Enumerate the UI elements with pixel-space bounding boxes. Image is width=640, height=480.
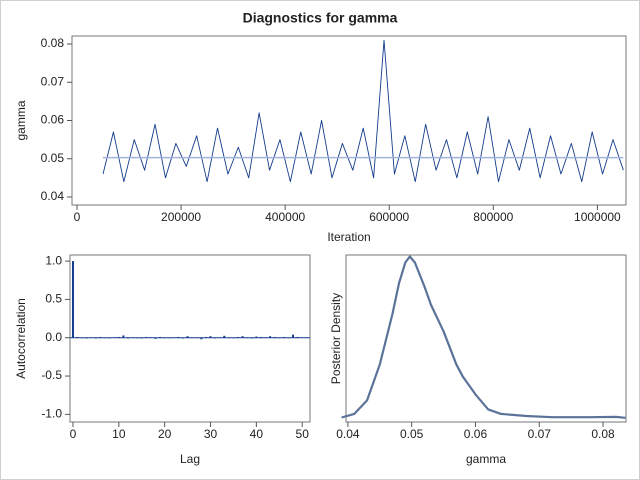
acf-bar [117, 336, 120, 338]
x-tick-label: 0.07 [528, 427, 552, 441]
acf-bar [81, 337, 84, 339]
y-axis-label: gamma [14, 100, 28, 140]
acf-bar [182, 337, 185, 339]
acf-bar [204, 336, 207, 338]
acf-bar [108, 337, 111, 339]
acf-bar [136, 337, 139, 339]
y-tick-label: 0.05 [41, 151, 65, 165]
acf-bar [172, 337, 175, 338]
acf-bar [99, 336, 102, 338]
acf-bar [76, 336, 79, 338]
acf-bar [168, 337, 171, 339]
y-tick-label: 0.0 [45, 330, 62, 344]
x-tick-label: 40 [250, 427, 264, 441]
acf-bar [250, 337, 253, 339]
x-tick-label: 800000 [473, 210, 513, 224]
acf-bar [131, 337, 134, 338]
acf-bar [90, 337, 93, 338]
acf-bar [104, 337, 107, 339]
x-tick-label: 0 [70, 427, 77, 441]
acf-bar [287, 337, 290, 339]
acf-bar [301, 337, 304, 338]
acf-bar [273, 336, 276, 338]
acf-bar [195, 337, 198, 338]
y-tick-label: 0.07 [41, 74, 65, 88]
x-axis-label: Iteration [327, 230, 370, 244]
acf-bar [113, 337, 116, 338]
y-tick-label: 0.08 [41, 36, 65, 50]
x-tick-label: 20 [158, 427, 172, 441]
y-tick-label: 0.5 [45, 292, 62, 306]
acf-bar [246, 337, 249, 339]
acf-bar [149, 337, 152, 338]
acf-bar [191, 337, 194, 339]
x-tick-label: 0.06 [464, 427, 488, 441]
y-tick-label: 0.04 [41, 189, 65, 203]
x-tick-label: 1000000 [574, 210, 621, 224]
acf-bar [292, 334, 295, 338]
plot-frame [345, 254, 627, 423]
plot-frame [69, 254, 311, 423]
acf-bar [227, 337, 230, 339]
x-tick-label: 50 [296, 427, 310, 441]
series-line [102, 39, 624, 183]
x-axis-label: gamma [466, 452, 506, 466]
acf-bar [218, 337, 221, 338]
x-tick-label: 0 [74, 210, 81, 224]
acf-bar [163, 337, 166, 339]
x-tick-label: 200000 [161, 210, 201, 224]
acf-bar [94, 337, 97, 339]
acf-bar [259, 336, 262, 338]
acf-bar [186, 336, 189, 338]
acf-bar [209, 336, 212, 338]
acf-bar [145, 336, 148, 338]
acf-bar [255, 336, 258, 338]
y-tick-label: -1.0 [41, 407, 62, 421]
x-tick-label: 10 [112, 427, 126, 441]
x-tick-label: 600000 [369, 210, 409, 224]
y-tick-label: -0.5 [41, 368, 62, 382]
acf-bar [140, 337, 143, 339]
acf-bar [278, 337, 281, 339]
acf-bar [200, 337, 203, 340]
acf-bar [214, 337, 217, 339]
x-tick-label: 0.08 [591, 427, 615, 441]
x-tick-label: 0.05 [400, 427, 424, 441]
y-axis-label: Autocorrelation [14, 298, 28, 379]
acf-bar [154, 337, 157, 339]
x-tick-label: 30 [204, 427, 218, 441]
acf-bar [296, 336, 299, 338]
series-line [341, 255, 626, 419]
acf-bar [264, 337, 267, 338]
y-tick-label: 1.0 [45, 253, 62, 267]
acf-bar [177, 336, 180, 338]
x-axis-label: Lag [180, 452, 200, 466]
acf-bar [71, 261, 74, 338]
x-tick-label: 0.04 [336, 427, 360, 441]
acf-bar [282, 336, 285, 338]
y-axis-label: Posterior Density [329, 293, 343, 384]
acf-bar [232, 337, 235, 339]
acf-bar [237, 336, 240, 338]
acf-bar [269, 336, 272, 338]
acf-bar [159, 336, 162, 338]
x-tick-label: 400000 [265, 210, 305, 224]
acf-bar [241, 336, 244, 338]
acf-bar [122, 335, 125, 338]
acf-bar [126, 337, 129, 339]
chart-title: Diagnostics for gamma [243, 10, 398, 26]
acf-bar [85, 337, 88, 339]
y-tick-label: 0.06 [41, 113, 65, 127]
acf-bar [223, 335, 226, 338]
